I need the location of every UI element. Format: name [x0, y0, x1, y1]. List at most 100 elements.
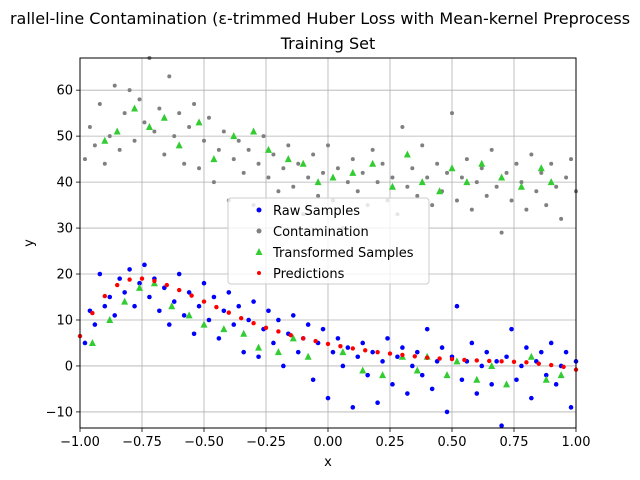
contamination-point	[484, 193, 489, 198]
contamination-point	[554, 184, 559, 189]
x-tick-label: 0.00	[314, 435, 343, 450]
contamination-point	[142, 120, 147, 125]
contamination-point	[469, 207, 474, 212]
prediction-point	[201, 299, 207, 304]
contamination-point	[504, 170, 509, 175]
raw-sample-point	[97, 271, 103, 277]
raw-sample-point	[419, 372, 425, 378]
contamination-point	[162, 152, 167, 157]
raw-sample-point	[395, 354, 400, 360]
transformed-sample-point	[136, 283, 144, 291]
transformed-sample-point	[463, 178, 471, 186]
raw-sample-point	[320, 326, 326, 332]
transformed-sample-point	[349, 168, 357, 176]
contamination-point	[370, 147, 375, 152]
prediction-point	[189, 293, 194, 298]
transformed-sample-point	[314, 178, 322, 186]
transformed-sample-point	[304, 352, 312, 360]
prediction-point	[214, 304, 219, 310]
legend-box	[227, 197, 430, 285]
contamination-point	[107, 134, 112, 139]
contamination-point	[87, 124, 92, 129]
contamination-point	[152, 129, 157, 134]
raw-sample-point	[385, 336, 390, 341]
prediction-point	[449, 356, 455, 362]
contamination-point	[102, 161, 107, 166]
raw-sample-point	[112, 313, 118, 318]
transformed-sample-point	[230, 132, 238, 140]
raw-sample-point	[310, 377, 316, 383]
transformed-sample-point	[488, 361, 496, 369]
transformed-sample-point	[145, 122, 153, 130]
raw-sample-point	[290, 313, 296, 318]
raw-sample-point	[519, 363, 524, 369]
y-tick-label: 20	[56, 268, 73, 283]
transformed-sample-point	[113, 127, 121, 135]
transformed-sample-point	[299, 159, 307, 167]
raw-sample-points	[82, 262, 579, 429]
transformed-sample-point	[557, 371, 565, 379]
raw-sample-point	[171, 299, 177, 304]
prediction-point	[338, 343, 343, 349]
prediction-point	[499, 359, 504, 364]
transformed-sample-point	[547, 178, 555, 186]
raw-sample-point	[142, 262, 147, 268]
raw-sample-point	[206, 317, 212, 323]
contamination-point	[177, 111, 182, 116]
legend-label-contamination: Contamination	[273, 225, 369, 240]
contamination-point	[276, 189, 281, 194]
transformed-sample-point	[498, 173, 506, 181]
transformed-sample-point	[274, 348, 282, 356]
x-tick-label: −0.75	[122, 435, 162, 450]
contamination-point	[524, 207, 529, 212]
legend-label-transformed: Transformed Samples	[272, 246, 414, 261]
raw-sample-point	[147, 294, 152, 300]
raw-sample-point	[474, 391, 480, 396]
transformed-sample-point	[329, 173, 337, 181]
transformed-sample-point	[473, 375, 481, 383]
transformed-sample-point	[542, 375, 550, 383]
raw-sample-point	[305, 322, 311, 327]
prediction-point	[139, 276, 145, 281]
transformed-sample-point	[284, 155, 292, 163]
raw-sample-point	[345, 345, 351, 350]
raw-sample-point	[459, 377, 465, 383]
raw-sample-point	[365, 372, 370, 378]
raw-sample-point	[439, 345, 445, 350]
raw-sample-point	[375, 400, 380, 406]
prediction-point	[462, 357, 467, 363]
contamination-point	[430, 203, 435, 208]
legend-label-predictions: Predictions	[273, 267, 345, 282]
contamination-point	[410, 166, 415, 171]
prediction-point	[288, 332, 293, 338]
raw-sample-point	[201, 280, 207, 286]
raw-sample-point	[335, 336, 341, 341]
raw-sample-point	[226, 290, 232, 295]
transformed-sample-point	[240, 329, 248, 337]
prediction-point	[251, 321, 256, 326]
contamination-point	[450, 111, 454, 116]
contamination-point	[137, 97, 142, 102]
raw-sample-point	[92, 322, 98, 327]
prediction-point	[561, 364, 566, 370]
raw-sample-point	[405, 391, 410, 396]
contamination-point	[400, 124, 405, 129]
contamination-point	[172, 134, 177, 139]
raw-sample-point	[340, 363, 346, 369]
contamination-point	[112, 83, 117, 88]
raw-sample-point	[251, 299, 256, 304]
x-axis-label: x	[324, 455, 332, 470]
raw-sample-point	[444, 409, 450, 415]
contamination-point	[435, 161, 440, 166]
legend-label-raw: Raw Samples	[273, 204, 360, 219]
y-tick-label: 50	[56, 130, 73, 145]
transformed-sample-point	[131, 104, 139, 112]
contamination-point	[335, 166, 340, 171]
transformed-sample-point	[413, 366, 421, 374]
chart-title-line1: rallel-line Contamination (ε-trimmed Hub…	[10, 9, 630, 28]
contamination-point	[117, 147, 122, 152]
contamination-point	[459, 175, 464, 180]
raw-sample-point	[157, 308, 162, 314]
contamination-point	[445, 170, 450, 175]
raw-sample-point	[360, 340, 366, 346]
